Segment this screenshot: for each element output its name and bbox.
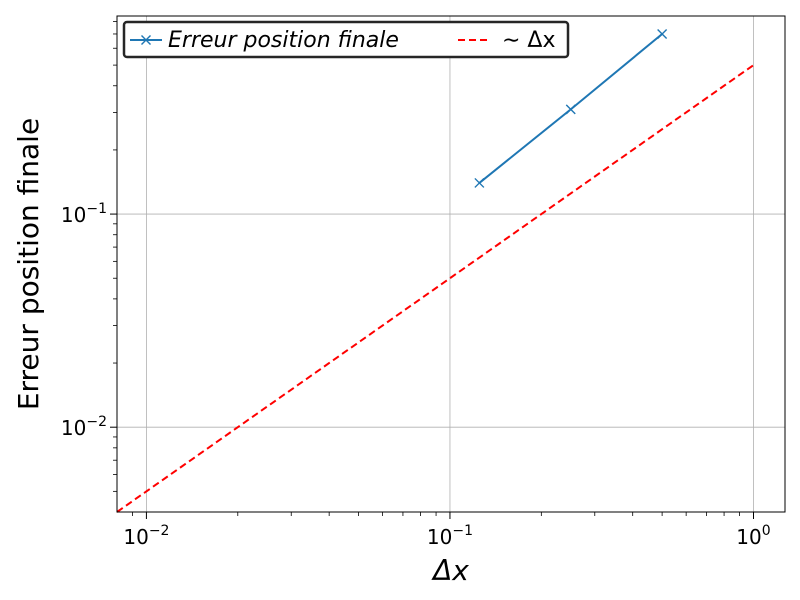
legend-label-reference: ∼ Δx	[502, 28, 556, 53]
legend: Erreur position finale ∼ Δx	[122, 20, 570, 59]
x-tick-label: 10−1	[427, 523, 473, 549]
legend-box	[122, 20, 570, 59]
marker-stroke	[141, 35, 151, 45]
marker-stroke	[565, 104, 576, 115]
marker-stroke	[657, 28, 668, 39]
legend-marker-x	[141, 35, 151, 45]
x-tick-label: 10−2	[123, 523, 169, 549]
series-line-reference	[116, 64, 755, 513]
data-point	[657, 28, 668, 39]
legend-label-erreur: Erreur position finale	[168, 28, 399, 53]
x-tick-label: 100	[736, 523, 770, 549]
plot-frame	[116, 15, 786, 513]
axis-ticks	[110, 21, 754, 519]
y-axis-title: Erreur position finale	[12, 118, 45, 410]
y-tick-label: 10−2	[61, 414, 107, 440]
data-point	[474, 177, 485, 188]
marker-stroke	[474, 177, 485, 188]
plot-series	[116, 28, 755, 513]
x-axis-title: Δx	[431, 554, 469, 587]
y-tick-label: 10−1	[61, 201, 107, 227]
data-point	[565, 104, 576, 115]
tick-labels: 10−2 10−1 100 10−2 10−1	[61, 201, 771, 549]
grid	[117, 16, 785, 512]
legend-marker-stroke	[141, 35, 151, 45]
